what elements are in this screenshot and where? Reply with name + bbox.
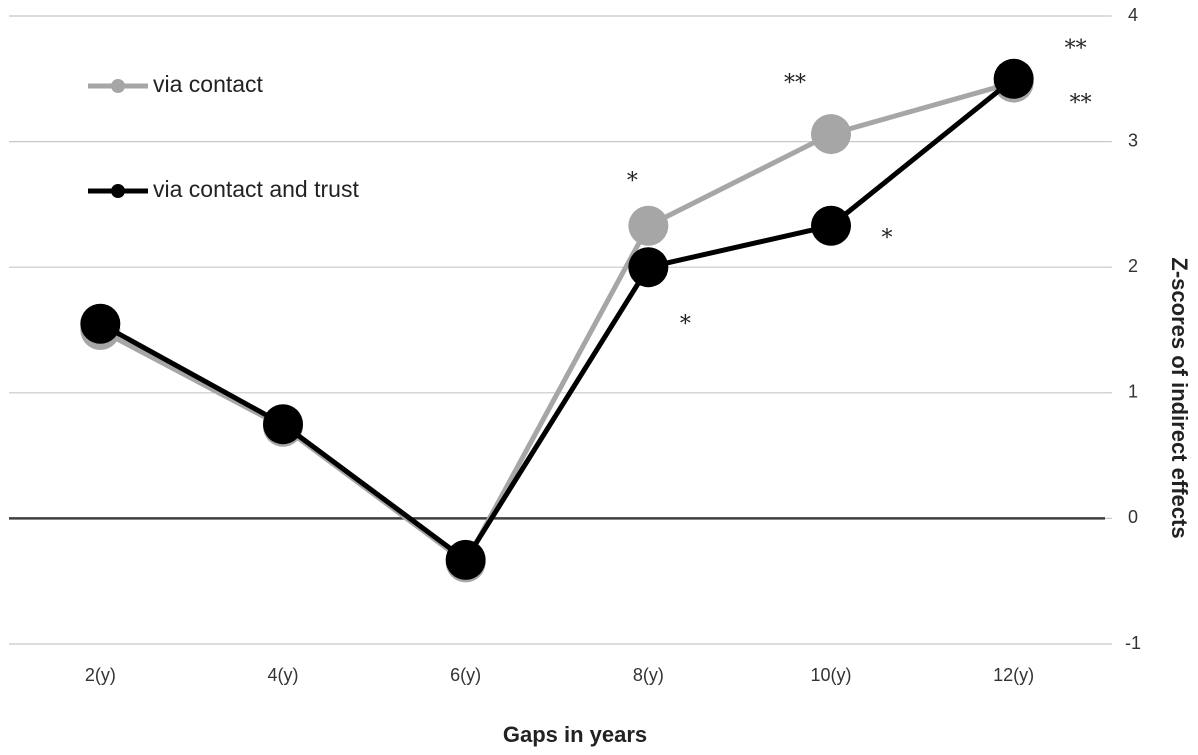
point [263, 404, 303, 445]
y-axis-title: Z-scores of indirect effects [1167, 257, 1192, 538]
y-tick-label: 3 [1128, 130, 1138, 150]
point [628, 205, 669, 246]
x-tick-label: 8(y) [633, 665, 664, 685]
y-tick-label: 4 [1128, 5, 1138, 25]
point [445, 539, 486, 580]
x-tick-label: 12(y) [993, 665, 1034, 685]
series-line [99, 76, 1016, 563]
legend-label: via contact [153, 71, 264, 97]
y-tick-label: 0 [1128, 507, 1138, 527]
point [628, 247, 669, 288]
x-tick-label: 2(y) [85, 665, 116, 685]
point [811, 205, 851, 246]
x-axis-title: Gaps in years [503, 722, 647, 747]
series-line [99, 80, 1015, 565]
annotation: ** [784, 71, 806, 96]
point [993, 58, 1034, 99]
x-tick-label: 6(y) [450, 665, 481, 685]
annotation: ** [1070, 91, 1092, 116]
point [80, 303, 121, 344]
x-tick-label: 10(y) [810, 665, 851, 685]
y-tick-label: -1 [1125, 633, 1141, 653]
point [811, 114, 851, 155]
annotation: * [680, 312, 691, 337]
annotation: * [627, 169, 638, 194]
annotation: * [882, 226, 893, 251]
x-tick-label: 4(y) [268, 665, 299, 685]
y-tick-label: 2 [1128, 256, 1138, 276]
annotation: ** [1065, 37, 1087, 62]
y-tick-label: 1 [1128, 382, 1138, 402]
legend-marker [111, 79, 125, 93]
legend-label: via contact and trust [153, 176, 359, 202]
legend-marker [111, 184, 125, 198]
